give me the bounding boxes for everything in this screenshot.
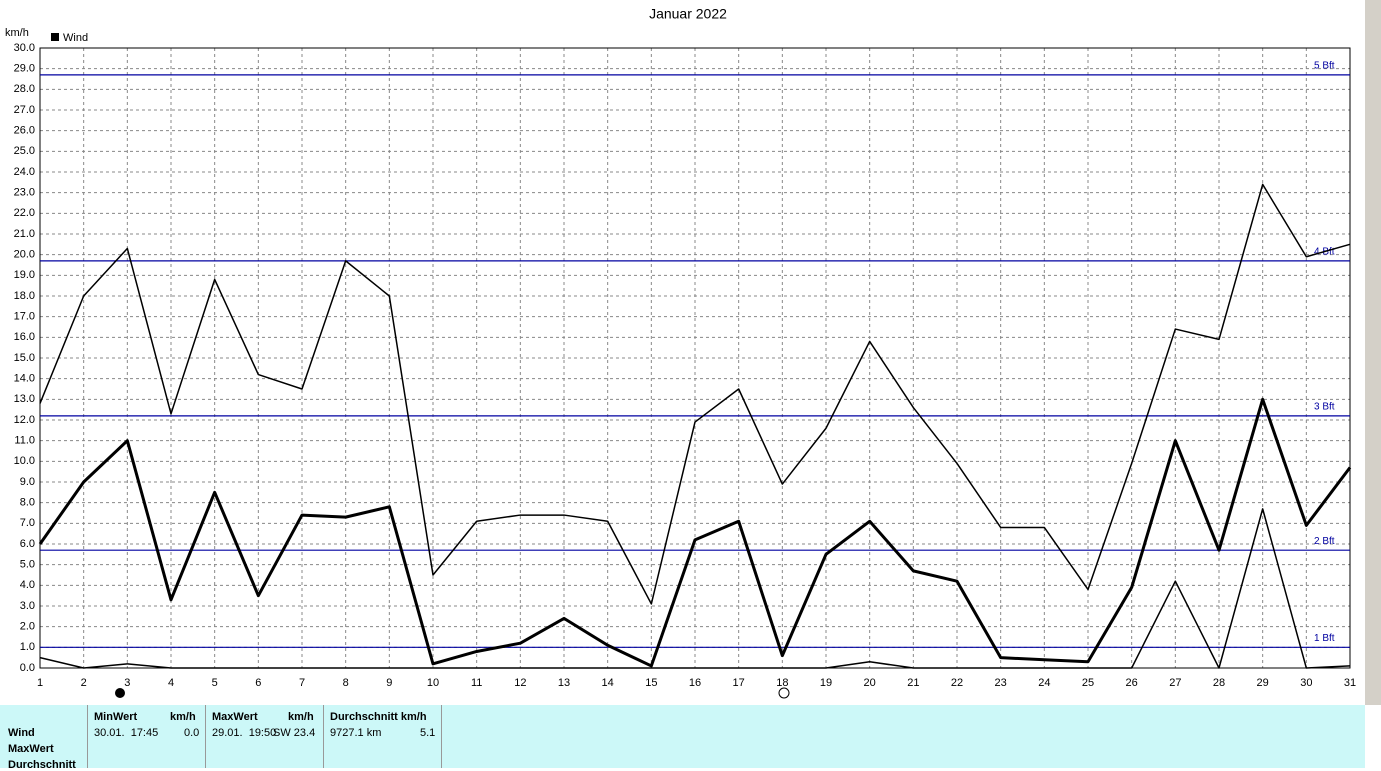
cell: 0.0 [184,727,200,739]
y-tick-label: 12.0 [14,414,35,426]
y-tick-label: 14.0 [14,373,35,385]
y-tick-label: 8.0 [20,497,35,509]
x-tick-label: 14 [602,677,614,689]
chart: Januar 2022 km/h Wind 0.0 1.0 2.0 3.0 4.0 5.0… [5,0,1381,705]
x-tick-label: 1 [37,677,43,689]
x-tick-label: 10 [427,677,439,689]
header: Durchschnitt km/h [330,711,427,723]
chart-title: Januar 2022 [649,6,727,22]
y-tick-label: 30.0 [14,42,35,54]
x-tick-label: 26 [1126,677,1138,689]
x-tick-label: 28 [1213,677,1225,689]
y-tick-label: 29.0 [14,63,35,75]
y-tick-label: 10.0 [14,455,35,467]
x-tick-label: 6 [255,677,261,689]
data-line [38,397,1352,668]
header: km/h [170,711,196,723]
x-tick-label: 4 [168,677,174,689]
y-tick-label: 22.0 [14,207,35,219]
y-tick-label: 25.0 [14,145,35,157]
row-label: Wind [8,727,35,739]
y-tick-label: 26.0 [14,125,35,137]
y-tick-label: 3.0 [20,600,35,612]
y-tick-label: 4.0 [20,579,35,591]
cell: 29.01. 19:50 [212,727,277,739]
x-tick-label: 23 [995,677,1007,689]
side-strip [1365,0,1381,705]
y-tick-label: 17.0 [14,311,35,323]
y-tick-label: 28.0 [14,83,35,95]
reference-label: 5 Bft [1314,61,1335,72]
x-tick-label: 27 [1169,677,1181,689]
y-tick-label: 15.0 [14,352,35,364]
header: MinWert [94,711,138,723]
y-tick-label: 23.0 [14,187,35,199]
y-tick-label: 1.0 [20,641,35,653]
y-tick-label: 19.0 [14,269,35,281]
reference-label: 1 Bft [1314,633,1335,644]
legend-swatch [51,33,59,41]
cell: 30.01. 17:45 [94,727,159,739]
y-tick-label: 13.0 [14,393,35,405]
y-axis-label: km/h [5,27,29,39]
y-tick-label: 5.0 [20,559,35,571]
x-tick-label: 17 [733,677,745,689]
x-tick-label: 24 [1038,677,1050,689]
x-tick-label: 13 [558,677,570,689]
x-tick-label: 12 [514,677,526,689]
x-tick-label: 25 [1082,677,1094,689]
x-tick-label: 11 [471,677,482,689]
header: MaxWert [212,711,258,723]
y-tick-label: 7.0 [20,517,35,529]
y-tick-label: 27.0 [14,104,35,116]
x-tick-label: 21 [907,677,919,689]
y-tick-label: 0.0 [20,662,35,674]
moon-icon [778,687,790,699]
x-tick-label: 20 [864,677,876,689]
y-tick-label: 11.0 [14,435,35,447]
cell: SW 23.4 [273,727,316,739]
x-tick-label: 31 [1344,677,1356,689]
row-label: MaxWert [8,743,54,755]
reference-label: 3 Bft [1314,402,1335,413]
row-label: Durchschnitt [8,759,76,771]
y-tick-label: 6.0 [20,538,35,550]
y-tick-label: 18.0 [14,290,35,302]
x-tick-label: 29 [1257,677,1269,689]
y-tick-label: 2.0 [20,621,35,633]
x-tick-label: 9 [386,677,392,689]
x-tick-label: 19 [820,677,832,689]
cell: 5.1 [420,727,436,739]
y-tick-label: 9.0 [20,476,35,488]
data-line [39,508,1351,669]
x-tick-label: 7 [299,677,305,689]
x-tick-label: 16 [689,677,701,689]
x-tick-label: 15 [645,677,657,689]
header: km/h [288,711,314,723]
y-tick-label: 24.0 [14,166,35,178]
x-tick-label: 18 [776,677,788,689]
x-tick-label: 5 [212,677,218,689]
stats-panel: Wind MaxWert Durchschnitt MinWert km/h 3… [0,705,1365,771]
y-tick-label: 20.0 [14,249,35,261]
x-tick-label: 2 [81,677,87,689]
x-tick-label: 3 [124,677,130,689]
y-tick-label: 16.0 [14,331,35,343]
x-tick-label: 22 [951,677,963,689]
y-tick-label: 21.0 [14,228,35,240]
legend-label: Wind [63,32,88,44]
cell: 9727.1 km [330,727,382,739]
x-tick-label: 8 [343,677,349,689]
reference-label: 2 Bft [1314,536,1335,547]
data-line [39,183,1351,605]
x-tick-label: 30 [1300,677,1312,689]
moon-icon [115,688,125,698]
